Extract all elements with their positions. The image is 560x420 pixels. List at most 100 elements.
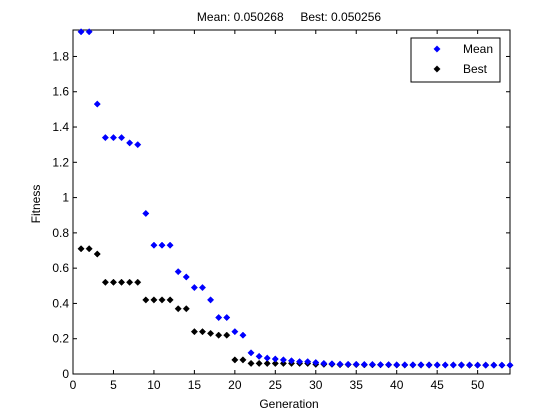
y-tick-label: 0 xyxy=(62,367,69,381)
data-point-mean xyxy=(215,313,223,322)
plot-area xyxy=(72,29,511,375)
data-point-mean xyxy=(126,139,134,147)
plot-frame xyxy=(72,29,511,375)
y-tick-label: 0.4 xyxy=(52,296,69,310)
data-point-mean xyxy=(93,100,101,108)
data-point-best xyxy=(77,245,85,253)
data-point-mean xyxy=(328,360,336,368)
data-point-mean xyxy=(166,241,174,249)
data-point-mean xyxy=(239,331,247,339)
data-point-mean xyxy=(134,141,142,149)
data-point-best xyxy=(263,359,271,367)
x-tick-label: 0 xyxy=(70,378,77,392)
legend: Mean Best xyxy=(410,37,501,83)
y-tick-label: 0.2 xyxy=(52,332,69,346)
data-point-mean xyxy=(449,361,457,369)
data-point-best xyxy=(223,331,231,339)
data-point-best xyxy=(85,245,93,253)
y-tick-label: 1.4 xyxy=(52,120,69,134)
data-point-mean xyxy=(393,361,401,369)
y-tick-label: 1.8 xyxy=(52,49,69,63)
data-point-mean xyxy=(465,361,474,369)
data-point-mean xyxy=(77,28,85,36)
x-tick-label: 15 xyxy=(188,378,202,392)
data-point-mean xyxy=(360,360,368,369)
x-tick-label: 25 xyxy=(269,378,283,392)
data-point-mean xyxy=(441,361,449,369)
data-point-best xyxy=(158,296,166,304)
x-tick-label: 20 xyxy=(228,378,242,392)
data-point-mean xyxy=(498,361,506,369)
data-point-mean xyxy=(401,361,409,369)
data-point-mean xyxy=(506,361,514,369)
data-point-mean xyxy=(336,360,344,368)
data-point-mean xyxy=(150,241,158,249)
data-point-mean xyxy=(263,354,271,362)
y-axis-label: Fitness xyxy=(29,185,43,224)
data-point-best xyxy=(142,296,150,304)
data-point-mean xyxy=(425,361,433,369)
data-point-mean xyxy=(255,352,263,360)
data-point-best xyxy=(255,359,263,367)
data-point-mean xyxy=(320,359,328,367)
data-point-best xyxy=(93,250,101,258)
data-point-mean xyxy=(142,209,150,218)
x-tick-label: 50 xyxy=(471,378,485,392)
x-tick-label: 45 xyxy=(430,378,444,392)
x-tick-label: 35 xyxy=(350,378,364,392)
data-point-mean xyxy=(118,134,126,142)
data-point-best xyxy=(190,328,198,336)
data-point-best xyxy=(207,329,215,337)
data-point-mean xyxy=(231,328,239,336)
y-tick-label: 1.6 xyxy=(52,85,69,99)
data-point-mean xyxy=(85,28,93,36)
data-point-mean xyxy=(271,355,279,363)
data-point-best xyxy=(247,359,255,367)
data-point-mean xyxy=(409,361,417,369)
data-point-best xyxy=(150,296,158,304)
data-point-best xyxy=(134,278,142,286)
data-point-best xyxy=(126,278,134,286)
data-point-mean xyxy=(376,361,385,369)
x-tick-label: 30 xyxy=(309,378,323,392)
data-point-best xyxy=(118,278,126,286)
x-tick-label: 5 xyxy=(110,378,117,392)
data-point-mean xyxy=(198,284,207,292)
x-tick-label: 10 xyxy=(147,378,161,392)
data-point-mean xyxy=(344,360,352,368)
data-point-best xyxy=(166,296,174,304)
data-point-mean xyxy=(174,268,182,276)
legend-label-mean: Mean xyxy=(463,42,493,56)
y-tick-label: 0.8 xyxy=(52,226,69,240)
data-point-mean xyxy=(287,357,296,365)
data-point-mean xyxy=(304,358,312,366)
x-axis-label: Generation xyxy=(259,397,318,411)
x-axis: 0 5 10 15 20 25 30 35 40 45 50 xyxy=(70,30,485,392)
data-point-mean xyxy=(368,360,376,369)
data-point-mean xyxy=(279,356,287,364)
data-point-mean xyxy=(457,361,465,369)
data-point-best xyxy=(239,356,247,364)
data-point-mean xyxy=(190,284,198,292)
data-point-mean xyxy=(433,361,441,369)
data-point-best xyxy=(271,359,279,367)
data-point-best xyxy=(215,331,223,339)
data-point-mean xyxy=(482,361,490,369)
legend-label-best: Best xyxy=(463,62,488,76)
data-point-mean xyxy=(474,361,482,369)
y-tick-label: 1 xyxy=(62,191,69,205)
data-point-best xyxy=(109,278,118,286)
legend-box xyxy=(410,37,501,83)
y-axis: 0 0.2 0.4 0.6 0.8 1 1.2 1.4 1.6 1.8 xyxy=(52,49,510,381)
data-point-best xyxy=(198,328,207,336)
data-point-mean xyxy=(490,361,498,369)
data-point-best xyxy=(174,305,182,313)
data-point-mean xyxy=(247,349,255,357)
legend-marker-mean xyxy=(433,45,441,53)
data-point-mean xyxy=(207,296,215,304)
data-point-mean xyxy=(109,134,118,142)
data-point-mean xyxy=(101,134,109,142)
data-point-mean xyxy=(158,241,166,249)
